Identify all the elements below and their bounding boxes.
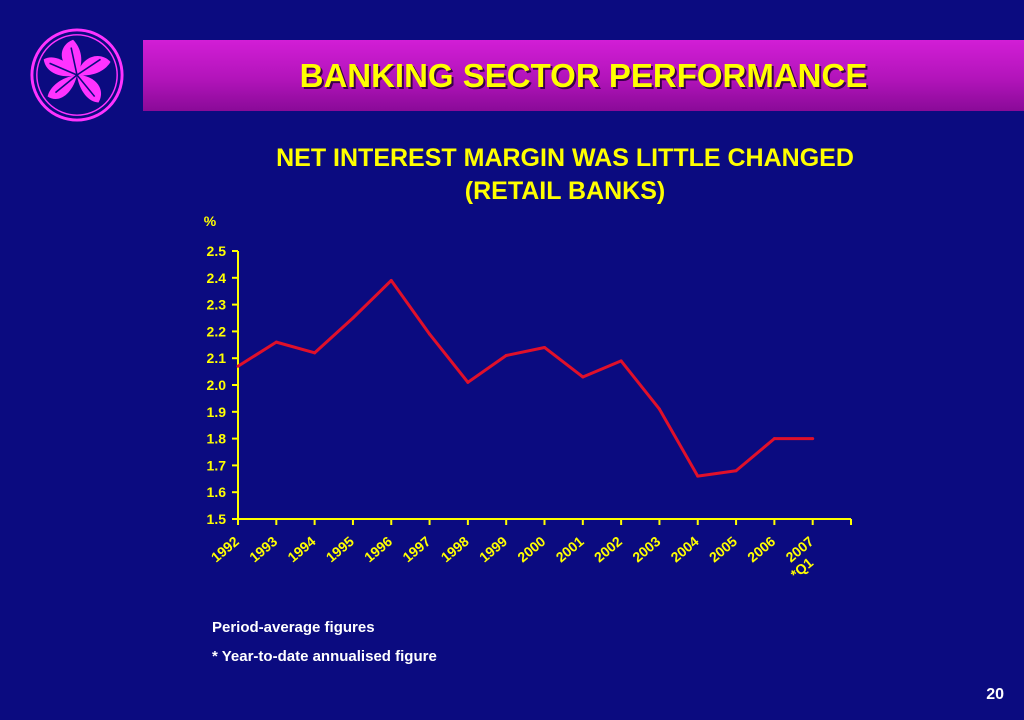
y-tick-label: 2.0 bbox=[207, 377, 227, 393]
data-point bbox=[466, 380, 470, 384]
data-point bbox=[581, 375, 585, 379]
note-period-average: Period-average figures bbox=[212, 619, 375, 636]
y-tick-label: 2.1 bbox=[207, 350, 227, 366]
data-point bbox=[657, 407, 661, 411]
y-axis-unit-label: % bbox=[204, 213, 217, 229]
x-tick-label: 1996 bbox=[361, 533, 395, 565]
x-tick-label: 1999 bbox=[476, 533, 510, 565]
data-point bbox=[734, 469, 738, 473]
data-point bbox=[772, 437, 776, 441]
y-tick-label: 1.9 bbox=[207, 404, 227, 420]
data-point bbox=[696, 474, 700, 478]
data-point bbox=[274, 340, 278, 344]
x-tick-label: 2006 bbox=[744, 533, 778, 565]
x-tick-label: 2002 bbox=[591, 533, 625, 565]
x-tick-label: 1993 bbox=[246, 533, 280, 565]
title-bar: BANKING SECTOR PERFORMANCE bbox=[143, 40, 1024, 111]
x-tick-label: 2004 bbox=[668, 533, 702, 565]
data-point bbox=[389, 278, 393, 282]
bauhinia-flower-icon bbox=[30, 28, 124, 122]
y-tick-label: 2.5 bbox=[207, 243, 227, 259]
y-tick-label: 2.4 bbox=[207, 270, 227, 286]
data-point bbox=[428, 332, 432, 336]
y-tick-label: 1.5 bbox=[207, 511, 227, 527]
x-tick-label: 1997 bbox=[399, 533, 433, 565]
data-point bbox=[543, 345, 546, 349]
data-point bbox=[313, 351, 317, 355]
data-point bbox=[619, 359, 623, 363]
page-number: 20 bbox=[986, 686, 1004, 703]
x-tick-label: 1994 bbox=[284, 533, 318, 565]
chart-subtitle: (RETAIL BANKS) bbox=[464, 177, 666, 205]
x-tick-label: 2005 bbox=[706, 533, 740, 565]
chart-title-block: NET INTEREST MARGIN WAS LITTLE CHANGED (… bbox=[200, 142, 930, 208]
y-tick-label: 1.7 bbox=[207, 457, 227, 473]
data-point bbox=[236, 364, 240, 368]
x-tick-label: 2007*Q1 bbox=[777, 533, 827, 582]
data-point bbox=[504, 354, 508, 358]
x-tick-label: 2003 bbox=[629, 533, 663, 565]
y-tick-label: 2.3 bbox=[207, 297, 227, 313]
note-year-to-date: * Year-to-date annualised figure bbox=[212, 648, 437, 665]
x-tick-label: 1995 bbox=[323, 533, 357, 565]
y-tick-label: 1.6 bbox=[207, 484, 227, 500]
x-tick-label: 1992 bbox=[208, 533, 242, 565]
data-point bbox=[811, 437, 815, 441]
y-tick-label: 1.8 bbox=[207, 431, 227, 447]
x-tick-label: 2001 bbox=[553, 533, 587, 565]
data-point bbox=[351, 316, 355, 320]
y-tick-label: 2.2 bbox=[207, 323, 227, 339]
series-line-net-interest-margin bbox=[237, 278, 813, 478]
x-tick-label: 1998 bbox=[438, 533, 472, 565]
x-tick-label: 2000 bbox=[514, 533, 548, 565]
chart-title: NET INTEREST MARGIN WAS LITTLE CHANGED bbox=[276, 144, 854, 172]
page-title: BANKING SECTOR PERFORMANCE bbox=[299, 57, 868, 94]
